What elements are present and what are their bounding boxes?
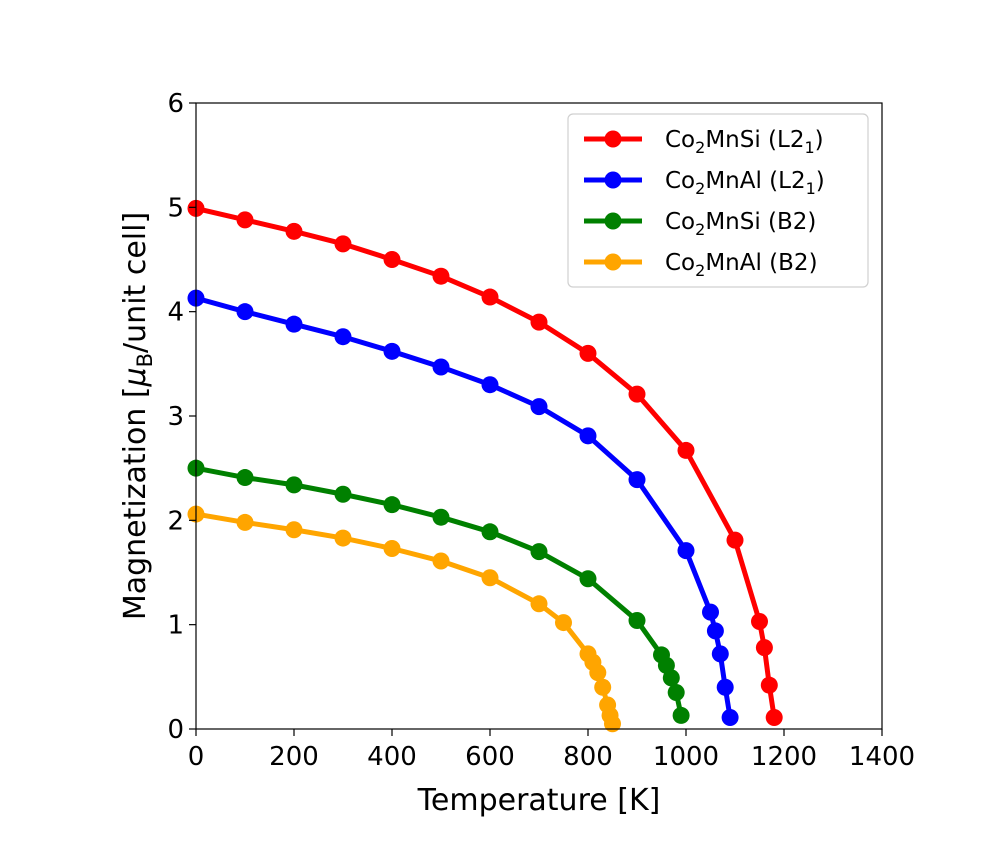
- data-point: [589, 664, 607, 682]
- data-point: [530, 543, 548, 561]
- legend-marker: [604, 253, 622, 271]
- x-axis: 0 200 400 600 800 1000 1200 1400: [188, 729, 915, 772]
- x-tick-label: 1400: [849, 742, 915, 772]
- data-point: [432, 508, 450, 526]
- data-point: [667, 683, 685, 701]
- data-point: [285, 222, 303, 240]
- data-point: [334, 235, 352, 253]
- data-point: [579, 344, 597, 362]
- data-point: [285, 476, 303, 494]
- y-tick-label: 5: [167, 193, 184, 223]
- y-tick-label: 3: [167, 402, 184, 432]
- legend-box: [567, 113, 869, 288]
- data-point: [765, 709, 783, 727]
- data-point: [481, 569, 499, 587]
- data-point: [285, 315, 303, 333]
- data-point: [334, 529, 352, 547]
- y-tick-label: 2: [167, 506, 184, 536]
- x-tick-label: 1200: [751, 742, 817, 772]
- legend-label: Co2MnAl (L21): [665, 168, 825, 198]
- legend-label: Co2MnSi (L21): [665, 127, 824, 157]
- data-point: [432, 552, 450, 570]
- data-point: [236, 303, 254, 321]
- data-point: [555, 614, 572, 632]
- x-tick-label: 400: [367, 742, 417, 772]
- data-point: [755, 639, 773, 657]
- data-point: [702, 603, 719, 621]
- data-point: [579, 427, 597, 445]
- x-tick-label: 0: [188, 742, 205, 772]
- legend-label: Co2MnAl (B2): [665, 250, 818, 280]
- data-point: [628, 385, 646, 403]
- data-point: [579, 570, 597, 588]
- series-layer: [187, 199, 783, 733]
- data-point: [711, 645, 729, 663]
- x-tick-label: 200: [269, 742, 319, 772]
- y-axis: 0 1 2 3 4 5 6: [167, 89, 196, 745]
- data-point: [751, 613, 768, 631]
- data-point: [716, 678, 734, 696]
- data-point: [334, 328, 352, 346]
- data-point: [383, 496, 401, 514]
- legend-entry-3: Co2MnAl (B2): [584, 250, 818, 280]
- x-tick-label: 1000: [653, 742, 719, 772]
- x-tick-label: 600: [465, 742, 515, 772]
- data-point: [677, 542, 695, 560]
- data-point: [383, 342, 401, 360]
- data-point: [383, 540, 401, 558]
- legend-marker: [604, 130, 622, 148]
- data-point: [672, 706, 690, 724]
- data-point: [726, 531, 744, 549]
- data-point: [236, 469, 254, 487]
- data-point: [481, 288, 499, 306]
- legend-entry-2: Co2MnSi (B2): [584, 209, 816, 239]
- data-point: [432, 358, 450, 376]
- data-point: [236, 513, 254, 531]
- data-point: [383, 251, 401, 268]
- data-point: [432, 267, 450, 285]
- y-tick-label: 4: [167, 298, 184, 328]
- y-tick-label: 1: [167, 611, 184, 641]
- data-point: [706, 622, 724, 640]
- legend-label: Co2MnSi (B2): [665, 209, 816, 239]
- series-0: [187, 199, 783, 727]
- data-point: [530, 313, 548, 331]
- series-3: [187, 505, 621, 733]
- data-point: [334, 485, 352, 503]
- data-point: [628, 471, 646, 489]
- data-point: [721, 709, 739, 727]
- series-line: [193, 295, 733, 721]
- x-axis-label: Temperature [K]: [417, 783, 661, 818]
- y-tick-label: 6: [167, 89, 184, 119]
- legend-entry-1: Co2MnAl (L21): [584, 168, 825, 198]
- data-point: [236, 211, 254, 229]
- data-point: [760, 676, 778, 694]
- legend-entry-0: Co2MnSi (L21): [584, 127, 824, 157]
- x-tick-label: 800: [563, 742, 613, 772]
- data-point: [628, 611, 646, 629]
- data-point: [604, 715, 621, 733]
- data-point: [285, 521, 303, 539]
- data-point: [662, 669, 680, 687]
- series-line: [193, 205, 777, 721]
- data-point: [481, 376, 499, 394]
- legend: Co2MnSi (L21) Co2MnAl (L21) Co2MnSi (B2) Co…: [567, 113, 869, 288]
- y-tick-label: 0: [167, 715, 184, 745]
- series-1: [187, 289, 739, 727]
- legend-marker: [604, 212, 622, 230]
- data-point: [677, 441, 695, 459]
- data-point: [530, 398, 548, 416]
- y-axis-label: Magnetization [μB/unit cell]: [118, 212, 157, 620]
- data-point: [530, 595, 548, 613]
- data-point: [594, 678, 612, 696]
- legend-marker: [604, 171, 622, 189]
- data-point: [481, 523, 499, 541]
- series-2: [187, 459, 690, 724]
- series-line: [193, 511, 615, 727]
